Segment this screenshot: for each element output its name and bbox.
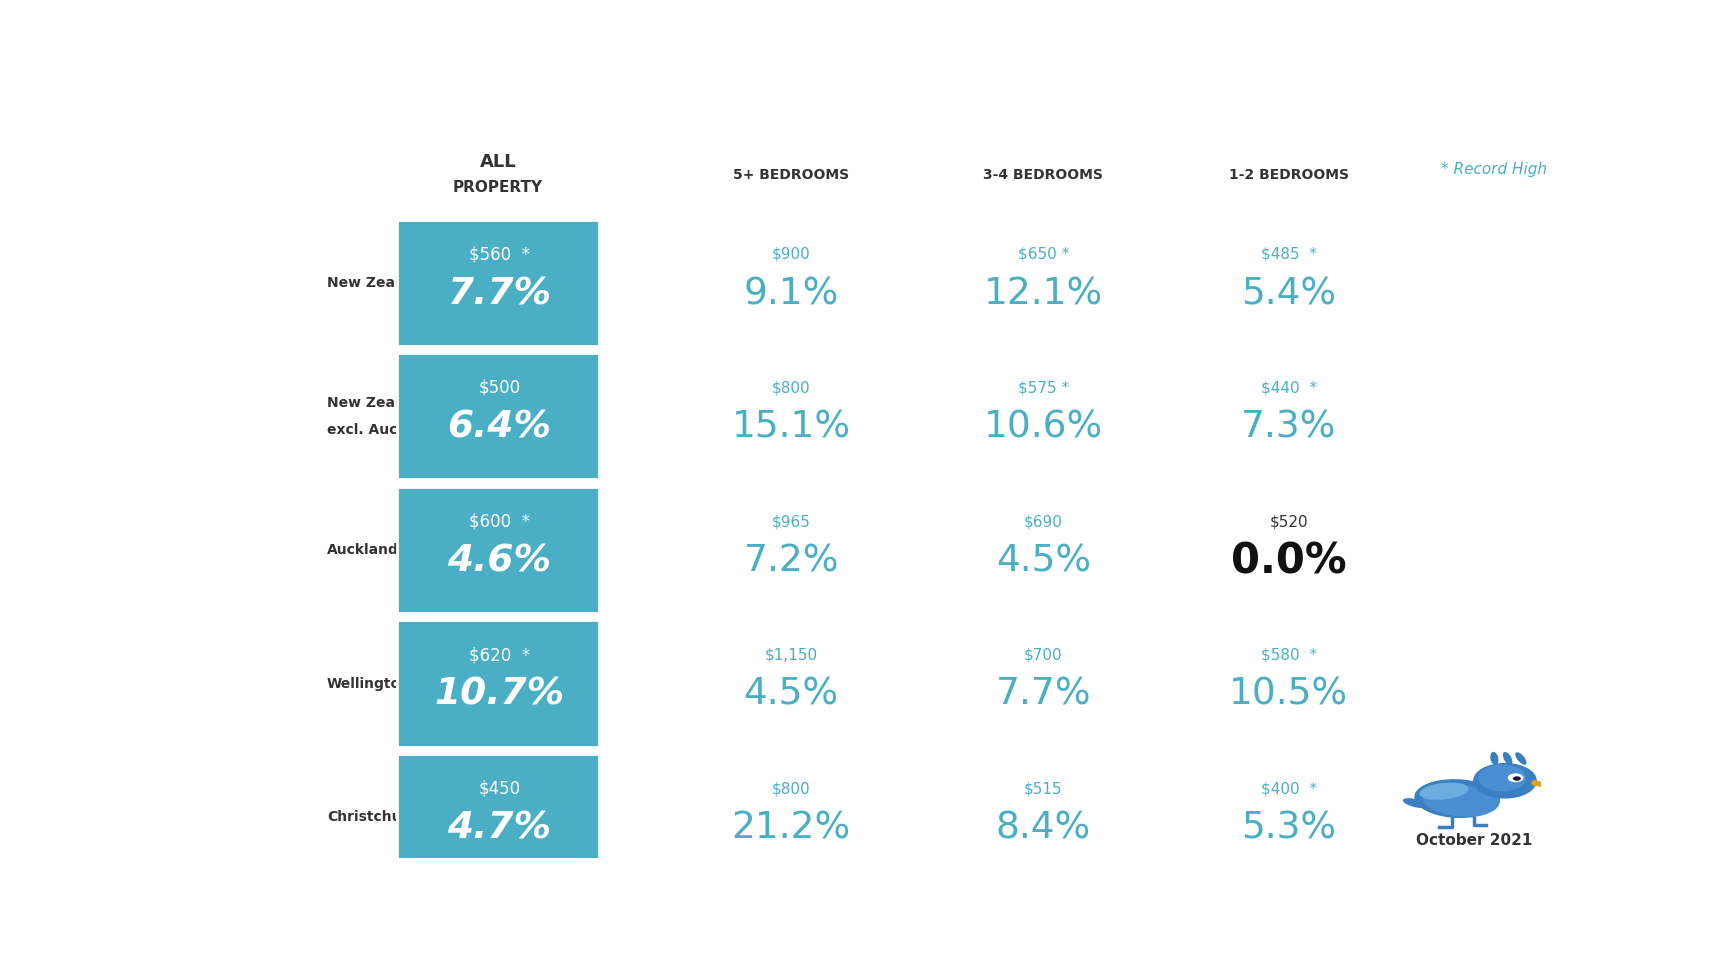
Circle shape <box>1479 764 1525 791</box>
FancyArrowPatch shape <box>1534 783 1572 790</box>
Text: 7.2%: 7.2% <box>743 544 839 579</box>
Text: 10.7%: 10.7% <box>435 677 565 713</box>
Text: $560  *: $560 * <box>469 245 529 263</box>
Text: 4.7%: 4.7% <box>447 811 551 846</box>
FancyBboxPatch shape <box>397 353 599 479</box>
Ellipse shape <box>1423 785 1500 817</box>
Text: $575 *: $575 * <box>1017 381 1068 395</box>
Text: 8.4%: 8.4% <box>996 811 1091 846</box>
Text: $485  *: $485 * <box>1260 247 1317 262</box>
Text: 12.1%: 12.1% <box>984 276 1103 312</box>
Text: 3-4 BEDROOMS: 3-4 BEDROOMS <box>983 168 1103 182</box>
Text: October 2021: October 2021 <box>1416 833 1532 847</box>
Text: $600  *: $600 * <box>469 513 529 530</box>
Text: $800: $800 <box>772 781 810 796</box>
Text: 4.5%: 4.5% <box>743 677 839 713</box>
Ellipse shape <box>1489 752 1498 765</box>
Text: New Zealand: New Zealand <box>327 396 428 410</box>
Text: $520: $520 <box>1269 514 1308 529</box>
Text: excl. Auckland: excl. Auckland <box>327 422 440 437</box>
Text: $450: $450 <box>478 780 520 798</box>
Text: 7.3%: 7.3% <box>1241 410 1337 445</box>
FancyBboxPatch shape <box>397 621 599 746</box>
Text: * Record High: * Record High <box>1442 162 1548 177</box>
Ellipse shape <box>1515 752 1527 764</box>
Text: 0.0%: 0.0% <box>1231 540 1347 582</box>
FancyBboxPatch shape <box>397 220 599 346</box>
Text: $620  *: $620 * <box>469 646 529 664</box>
Text: 15.1%: 15.1% <box>731 410 851 445</box>
Text: Auckland: Auckland <box>327 543 399 557</box>
Text: 9.1%: 9.1% <box>743 276 839 312</box>
Text: 6.4%: 6.4% <box>447 410 551 445</box>
Ellipse shape <box>1414 779 1500 818</box>
Text: 10.5%: 10.5% <box>1229 677 1349 713</box>
FancyBboxPatch shape <box>397 754 599 880</box>
Text: $500: $500 <box>478 379 520 397</box>
Text: 21.2%: 21.2% <box>731 811 851 846</box>
Text: 5.3%: 5.3% <box>1241 811 1337 846</box>
Text: $965: $965 <box>772 514 810 529</box>
Text: 4.5%: 4.5% <box>996 544 1091 579</box>
Text: $515: $515 <box>1024 781 1063 796</box>
Text: $440  *: $440 * <box>1260 381 1317 395</box>
Text: $690: $690 <box>1024 514 1063 529</box>
Text: ALL: ALL <box>479 153 517 172</box>
Circle shape <box>1472 763 1537 798</box>
Text: 1-2 BEDROOMS: 1-2 BEDROOMS <box>1229 168 1349 182</box>
Text: $700: $700 <box>1024 648 1063 662</box>
Text: 4.6%: 4.6% <box>447 544 551 579</box>
FancyBboxPatch shape <box>397 487 599 613</box>
Text: Christchurch: Christchurch <box>327 810 426 824</box>
Text: $1,150: $1,150 <box>765 648 818 662</box>
Ellipse shape <box>1402 798 1426 808</box>
Text: New Zealand: New Zealand <box>327 276 428 290</box>
Ellipse shape <box>1503 752 1512 765</box>
Text: PROPERTY: PROPERTY <box>454 180 543 195</box>
Text: $580  *: $580 * <box>1260 648 1317 662</box>
Text: 5.4%: 5.4% <box>1241 276 1337 312</box>
Circle shape <box>1508 773 1524 782</box>
Ellipse shape <box>1419 783 1469 800</box>
Text: 5+ BEDROOMS: 5+ BEDROOMS <box>733 168 849 182</box>
Text: $900: $900 <box>772 247 810 262</box>
Text: 7.7%: 7.7% <box>447 276 551 312</box>
Text: 10.6%: 10.6% <box>984 410 1103 445</box>
Text: $650 *: $650 * <box>1017 247 1068 262</box>
Text: 7.7%: 7.7% <box>995 677 1091 713</box>
Text: $800: $800 <box>772 381 810 395</box>
Text: Wellington: Wellington <box>327 677 411 690</box>
Circle shape <box>1513 776 1520 781</box>
Text: $400  *: $400 * <box>1260 781 1317 796</box>
